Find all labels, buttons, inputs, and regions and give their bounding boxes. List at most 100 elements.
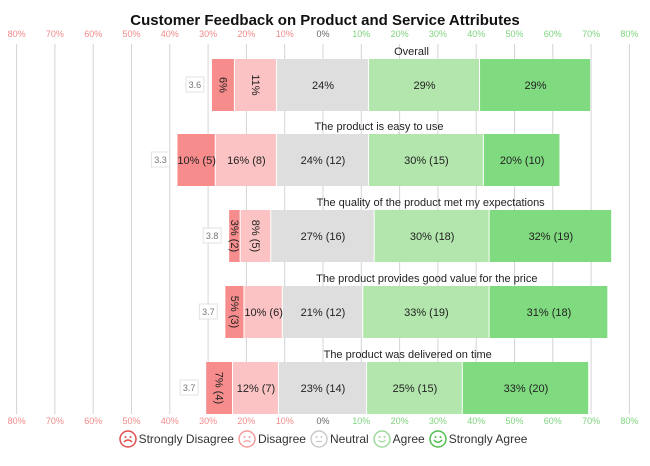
segment-label: 11% xyxy=(249,74,261,95)
legend-item-strongly-agree: Strongly Agree xyxy=(428,430,528,448)
neutral-face-icon xyxy=(310,430,328,448)
tick-label: 20% xyxy=(391,29,409,39)
mean-score: 3.8 xyxy=(206,231,219,241)
legend: Strongly Disagree Disagree Neutral Agree Str… xyxy=(0,430,650,448)
bar-segment-strongly-agree xyxy=(480,59,591,111)
tick-label: 80% xyxy=(620,29,638,39)
mean-score-box xyxy=(179,379,199,396)
tick-label: 40% xyxy=(467,416,485,426)
tick-label: 60% xyxy=(84,29,102,39)
bar-segment-strongly-disagree xyxy=(229,210,240,262)
bar-segment-neutral xyxy=(282,286,363,338)
segment-label: 27% (16) xyxy=(301,231,346,243)
tick-label: 50% xyxy=(505,416,523,426)
segment-label: 6% xyxy=(216,77,228,93)
tick-label: 70% xyxy=(46,29,64,39)
question-label: Overall xyxy=(394,46,429,58)
bar-segment-agree xyxy=(367,362,462,414)
tick-label: 70% xyxy=(46,416,64,426)
bar-segment-agree xyxy=(368,59,480,111)
tick-label: 40% xyxy=(161,416,179,426)
tick-label: 30% xyxy=(199,416,217,426)
sad-face-icon xyxy=(238,430,256,448)
segment-label: 32% (19) xyxy=(529,231,574,243)
segment-label: 24% (12) xyxy=(301,155,346,167)
tick-label: 70% xyxy=(582,29,600,39)
segment-label: 20% (10) xyxy=(500,155,545,167)
tick-label: 30% xyxy=(429,29,447,39)
segment-label: 25% (15) xyxy=(393,383,438,395)
legend-item-neutral: Neutral xyxy=(310,430,369,448)
segment-label: 24% xyxy=(312,80,334,92)
segment-label: 33% (19) xyxy=(404,307,449,319)
segment-label: 7% (4) xyxy=(213,372,225,404)
very-sad-face-icon xyxy=(118,430,137,448)
legend-item-strongly-disagree: Strongly Disagree xyxy=(118,430,234,448)
segment-label: 5% (3) xyxy=(228,296,240,328)
tick-label: 10% xyxy=(276,416,294,426)
bar-segment-agree xyxy=(374,210,489,262)
tick-label: 10% xyxy=(276,29,294,39)
bar-segment-neutral xyxy=(271,210,374,262)
question-label: The product was delivered on time xyxy=(324,349,492,361)
segment-label: 12% (7) xyxy=(237,383,276,395)
legend-label: Strongly Agree xyxy=(448,432,528,446)
segment-label: 29% xyxy=(413,80,435,92)
bar-segment-disagree xyxy=(240,210,271,262)
legend-label: Neutral xyxy=(329,432,369,446)
chart-title: Customer Feedback on Product and Service… xyxy=(130,12,520,29)
mean-score-box xyxy=(150,151,170,168)
tick-label: 30% xyxy=(429,416,447,426)
tick-label-zero: 0% xyxy=(316,416,329,426)
segment-label: 31% (18) xyxy=(527,307,572,319)
tick-label: 60% xyxy=(544,416,562,426)
tick-label-zero: 0% xyxy=(316,29,329,39)
bar-segment-strongly-agree xyxy=(489,286,608,338)
mean-score: 3.6 xyxy=(189,80,202,90)
tick-label: 60% xyxy=(544,29,562,39)
tick-label: 40% xyxy=(161,29,179,39)
question-label: The product provides good value for the … xyxy=(316,273,537,285)
tick-label: 80% xyxy=(8,416,26,426)
mean-score-box xyxy=(185,76,205,93)
legend-label: Disagree xyxy=(257,432,306,446)
legend-item-disagree: Disagree xyxy=(238,430,306,448)
bar-segment-neutral xyxy=(277,134,368,186)
mean-score-box xyxy=(202,227,222,244)
tick-label: 50% xyxy=(122,416,140,426)
tick-label: 10% xyxy=(352,29,370,39)
tick-label: 40% xyxy=(467,29,485,39)
tick-label: 80% xyxy=(620,416,638,426)
bar-segment-strongly-disagree xyxy=(177,134,215,186)
bar-segment-agree xyxy=(368,134,483,186)
tick-label: 50% xyxy=(122,29,140,39)
segment-label: 10% (6) xyxy=(244,307,283,319)
tick-label: 80% xyxy=(8,29,26,39)
tick-label: 70% xyxy=(582,416,600,426)
likert-chart: 80% 80% 70% 70% 60% 60% 50% 50% 40% 40% 30% 30% 20% 2… xyxy=(8,29,639,426)
tick-label: 20% xyxy=(237,29,255,39)
segment-label: 16% (8) xyxy=(227,155,266,167)
segment-label: 30% (15) xyxy=(404,155,449,167)
mean-score-box xyxy=(198,303,218,320)
mean-score: 3.3 xyxy=(154,155,167,165)
segment-label: 30% (18) xyxy=(410,231,455,243)
tick-label: 20% xyxy=(237,416,255,426)
bar-segment-disagree xyxy=(215,134,277,186)
legend-item-agree: Agree xyxy=(372,430,425,448)
bar-segment-strongly-agree xyxy=(462,362,589,414)
tick-label: 60% xyxy=(84,416,102,426)
bar-segment-strongly-agree xyxy=(489,210,612,262)
tick-label: 50% xyxy=(505,29,523,39)
tick-label: 30% xyxy=(199,29,217,39)
happy-face-icon xyxy=(372,430,391,448)
mean-score: 3.7 xyxy=(183,383,196,393)
bar-segment-disagree xyxy=(232,362,278,414)
bar-segment-disagree xyxy=(234,59,277,111)
question-label: The quality of the product met my expect… xyxy=(317,197,546,209)
legend-label: Agree xyxy=(392,432,425,446)
segment-label: 3% (2) xyxy=(228,220,240,252)
mean-score: 3.7 xyxy=(202,307,215,317)
tick-label: 20% xyxy=(391,416,409,426)
question-label: The product is easy to use xyxy=(314,121,443,133)
